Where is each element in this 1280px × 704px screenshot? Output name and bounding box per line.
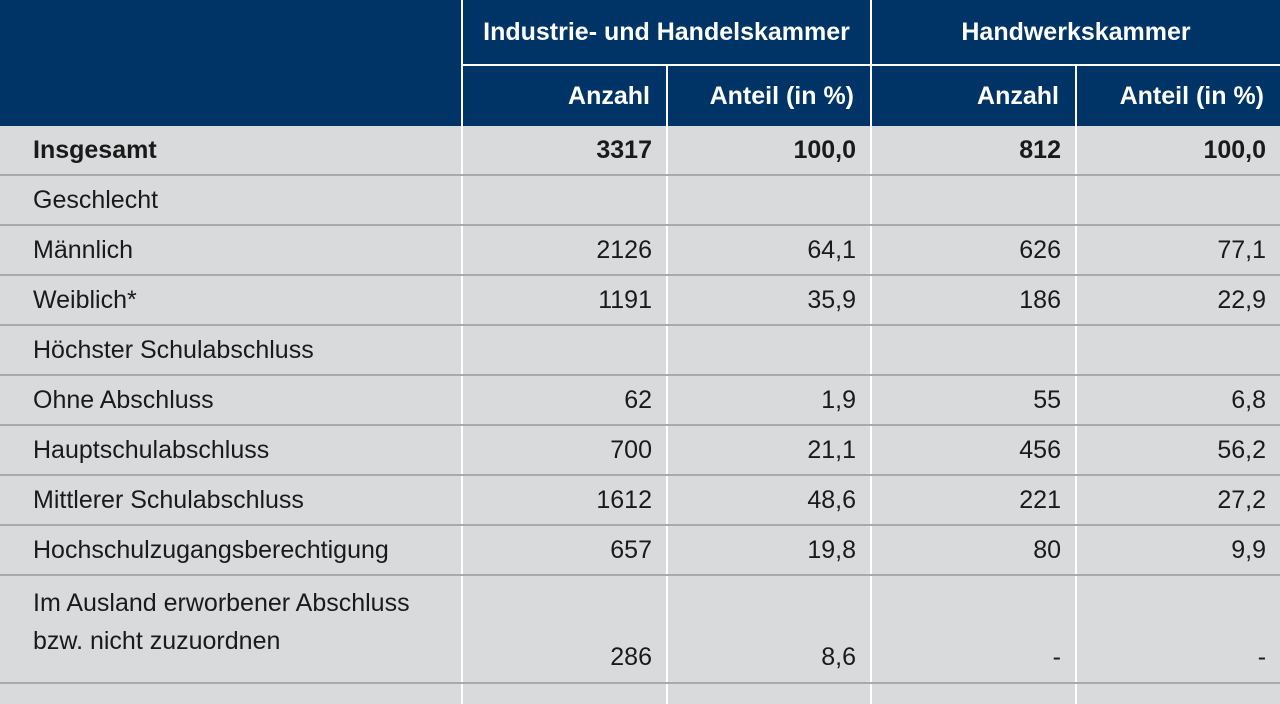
cell-ihk-anzahl: 657 — [461, 525, 667, 576]
cell-ihk-anteil: 19,8 — [666, 525, 871, 576]
row-label: Insgesamt — [0, 126, 462, 176]
cell-ihk-anzahl: 700 — [461, 425, 667, 476]
cell-hwk-anzahl: 186 — [870, 275, 1076, 326]
table-row: Weiblich* 1191 35,9 186 22,9 — [0, 275, 1280, 326]
cell-ihk-anzahl: 286 — [461, 575, 667, 684]
empty-cell — [1074, 325, 1280, 376]
header-ihk-anzahl: Anzahl — [461, 64, 667, 126]
table-header: Industrie- und Handelskammer Handwerkska… — [0, 0, 1280, 126]
cell-ihk-anteil: 35,9 — [666, 275, 871, 326]
empty-cell — [461, 325, 667, 376]
row-label-line1: Im Ausland erworbener Abschluss — [33, 589, 410, 617]
row-label: Hochschulzugangsberechtigung — [0, 525, 462, 576]
cell-hwk-anzahl: - — [870, 575, 1076, 684]
table-row: Hauptschulabschluss 700 21,1 456 56,2 — [0, 425, 1280, 476]
header-ihk-anteil: Anteil (in %) — [666, 64, 871, 126]
header-hwk-anteil: Anteil (in %) — [1074, 64, 1280, 126]
row-label: Mittlerer Schulabschluss — [0, 475, 462, 526]
empty-cell — [1074, 683, 1280, 704]
row-label-line2: bzw. nicht zuzuordnen — [33, 627, 281, 655]
cell-ihk-anteil: 64,1 — [666, 225, 871, 276]
cell-hwk-anzahl: 80 — [870, 525, 1076, 576]
header-hwk: Handwerkskammer — [869, 0, 1280, 65]
empty-cell — [461, 683, 667, 704]
cell-ihk-anzahl: 62 — [461, 375, 667, 426]
table-body: Insgesamt 3317 100,0 812 100,0 Geschlech… — [0, 126, 1280, 704]
cell-hwk-anzahl: 456 — [870, 425, 1076, 476]
empty-cell — [0, 683, 462, 704]
cell-ihk-anteil: 21,1 — [666, 425, 871, 476]
header-ihk: Industrie- und Handelskammer — [461, 0, 871, 65]
row-label: Ohne Abschluss — [0, 375, 462, 426]
section-label: Geschlecht — [0, 175, 462, 226]
cell-hwk-anteil: 77,1 — [1074, 225, 1280, 276]
cell-hwk-anteil: 9,9 — [1074, 525, 1280, 576]
cell-hwk-anteil: 27,2 — [1074, 475, 1280, 526]
cell-hwk-anteil: - — [1074, 575, 1280, 684]
table-row: Mittlerer Schulabschluss 1612 48,6 221 2… — [0, 475, 1280, 526]
cell-hwk-anteil: 22,9 — [1074, 275, 1280, 326]
cell-hwk-anteil: 100,0 — [1074, 126, 1280, 176]
empty-cell — [666, 325, 871, 376]
table-row: Ohne Abschluss 62 1,9 55 6,8 — [0, 375, 1280, 426]
cell-hwk-anzahl: 221 — [870, 475, 1076, 526]
cell-hwk-anzahl: 812 — [870, 126, 1076, 176]
cell-hwk-anteil: 6,8 — [1074, 375, 1280, 426]
cell-ihk-anzahl: 1191 — [461, 275, 667, 326]
empty-cell — [870, 175, 1076, 226]
table-row-section-schulabschluss: Höchster Schulabschluss — [0, 325, 1280, 376]
row-label: Männlich — [0, 225, 462, 276]
cell-ihk-anzahl: 2126 — [461, 225, 667, 276]
section-label: Höchster Schulabschluss — [0, 325, 462, 376]
empty-cell — [1074, 175, 1280, 226]
table-row-section-geschlecht: Geschlecht — [0, 175, 1280, 226]
table-row-insgesamt: Insgesamt 3317 100,0 812 100,0 — [0, 126, 1280, 176]
row-label: Hauptschulabschluss — [0, 425, 462, 476]
empty-cell — [666, 683, 871, 704]
cell-ihk-anzahl: 3317 — [461, 126, 667, 176]
table-row: Im Ausland erworbener Abschluss bzw. nich… — [0, 575, 1280, 684]
header-hwk-anzahl: Anzahl — [870, 64, 1076, 126]
table-row: Hochschulzugangsberechtigung 657 19,8 80… — [0, 525, 1280, 576]
header-corner — [0, 0, 462, 126]
empty-cell — [666, 175, 871, 226]
empty-cell — [870, 325, 1076, 376]
row-label: Im Ausland erworbener Abschluss bzw. nich… — [0, 575, 462, 684]
table-row: Männlich 2126 64,1 626 77,1 — [0, 225, 1280, 276]
table-row-continuation — [0, 683, 1280, 704]
cell-ihk-anzahl: 1612 — [461, 475, 667, 526]
cell-ihk-anteil: 8,6 — [666, 575, 871, 684]
empty-cell — [870, 683, 1076, 704]
cell-hwk-anzahl: 55 — [870, 375, 1076, 426]
row-label: Weiblich* — [0, 275, 462, 326]
cell-ihk-anteil: 100,0 — [666, 126, 871, 176]
empty-cell — [461, 175, 667, 226]
cell-hwk-anteil: 56,2 — [1074, 425, 1280, 476]
cell-ihk-anteil: 1,9 — [666, 375, 871, 426]
cell-ihk-anteil: 48,6 — [666, 475, 871, 526]
cell-hwk-anzahl: 626 — [870, 225, 1076, 276]
